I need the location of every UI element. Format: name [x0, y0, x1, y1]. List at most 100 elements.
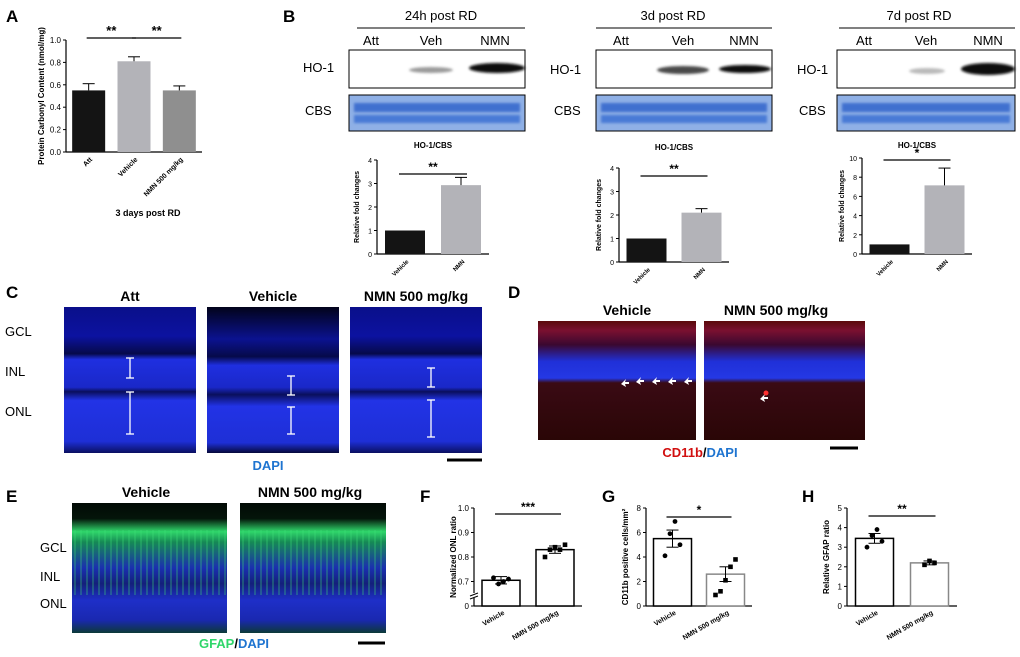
blot-title-7d: 7d post RD — [886, 8, 951, 23]
x-tick-label: NMN 500 mg/kg — [682, 610, 731, 642]
y-tick-label: 6 — [637, 529, 642, 538]
significance-label: * — [915, 146, 920, 160]
data-point — [501, 579, 506, 584]
x-tick-label: Vehicle — [117, 156, 139, 178]
y-tick-label: 0.4 — [50, 103, 62, 112]
data-point — [562, 542, 568, 548]
y-tick-label: 0 — [465, 602, 470, 611]
data-point — [542, 554, 548, 560]
y-tick-label: 2 — [368, 205, 372, 212]
chart-title: HO-1/CBS — [655, 143, 694, 152]
y-tick-label: 0.7 — [458, 578, 470, 587]
blot-row-label: HO-1 — [303, 60, 334, 75]
y-tick-label: 4 — [368, 158, 372, 165]
chart-h: 0 1 2 3 4 5 Relative GFAP ratio Vehicle NMN 500 … — [822, 502, 957, 642]
bar — [117, 61, 151, 152]
data-point — [718, 589, 723, 594]
data-point — [874, 527, 880, 532]
y-tick-label: 1 — [368, 229, 372, 236]
blot-row-label: CBS — [305, 103, 332, 118]
gfap-fibers — [72, 530, 227, 595]
data-point — [922, 562, 927, 568]
arrow-markers — [621, 377, 768, 402]
y-tick-label: 2 — [838, 563, 843, 572]
y-tick-label: 8 — [853, 175, 857, 182]
bar — [909, 562, 950, 607]
bar — [869, 244, 910, 254]
lane-label: Veh — [420, 33, 442, 48]
cd11b-image-nmn — [704, 321, 865, 440]
chart-title: HO-1/CBS — [898, 141, 937, 150]
panel-d-column-vehicle: Vehicle — [603, 302, 651, 318]
y-axis-label: CD11b positive cells/mm² — [621, 508, 630, 605]
bar — [681, 212, 722, 262]
chart-b-24h: HO-1/CBS 0 1 2 3 4 Relative fold changes Vehicl… — [354, 141, 489, 278]
band — [409, 67, 453, 73]
panel-c-column-att: Att — [120, 288, 140, 304]
retina-image-nmn — [350, 307, 482, 453]
blot-row-label: HO-1 — [550, 62, 581, 77]
stain-label-cd11b-dapi: CD11b/DAPI — [662, 445, 737, 460]
y-tick-label: 0.2 — [50, 126, 62, 135]
chart-title: HO-1/CBS — [414, 141, 453, 150]
cbs-band — [842, 115, 1010, 123]
y-tick-label: 0.9 — [458, 529, 470, 538]
y-tick-label: 4 — [610, 166, 614, 173]
y-tick-label: 10 — [849, 156, 857, 163]
blot-group-3d: 3d post RD Att Veh NMN HO-1 CBS — [550, 8, 773, 132]
chart-g: 0 2 4 6 8 CD11b positive cells/mm² Vehicle NMN … — [621, 503, 752, 642]
lane-label: Att — [856, 33, 872, 48]
y-tick-label: 2 — [637, 578, 642, 587]
y-tick-label: 0.8 — [50, 58, 62, 67]
y-tick-label: 8 — [637, 504, 642, 513]
panel-letter-f: F — [420, 487, 430, 506]
stain-part-gfap: GFAP — [199, 636, 235, 651]
panel-d: Vehicle NMN 500 mg/kg CD11b/DAPI — [538, 302, 865, 460]
chart-a-caption: 3 days post RD — [115, 208, 181, 218]
stain-label-dapi: DAPI — [252, 458, 283, 473]
chart-a: 0.0 0.2 0.4 0.6 0.8 1.0 Protein Carbonyl Conte… — [37, 23, 202, 198]
significance-label: *** — [521, 500, 535, 514]
y-tick-label: 6 — [853, 194, 857, 201]
cbs-band — [842, 103, 1010, 112]
y-axis-label: Relative fold changes — [839, 170, 846, 242]
y-tick-label: 4 — [838, 524, 843, 533]
y-tick-label: 3 — [368, 182, 372, 189]
lane-label: Att — [613, 33, 629, 48]
bar — [535, 548, 575, 607]
x-tick-label: NMN 500 mg/kg — [143, 156, 185, 198]
y-tick-label: 1.0 — [50, 36, 62, 45]
cbs-band — [354, 103, 520, 112]
stain-part-dapi: DAPI — [707, 445, 738, 460]
band — [469, 63, 525, 73]
thickness-markers — [126, 357, 435, 438]
y-tick-label: 1 — [610, 237, 614, 244]
blot-title-24h: 24h post RD — [405, 8, 477, 23]
cd11b-cell — [763, 390, 769, 396]
data-point — [677, 542, 683, 548]
panel-c-column-nmn: NMN 500 mg/kg — [364, 288, 468, 304]
y-tick-label: 3 — [610, 190, 614, 197]
data-point — [932, 560, 937, 566]
blot-row-label: CBS — [799, 103, 826, 118]
layer-label-onl: ONL — [40, 596, 67, 611]
significance-label: ** — [428, 160, 438, 174]
panel-d-column-nmn: NMN 500 mg/kg — [724, 302, 828, 318]
panel-letter-g: G — [602, 487, 615, 506]
x-tick-label: NMN — [453, 259, 467, 273]
lane-label: Att — [363, 33, 379, 48]
stain-label-gfap-dapi: GFAP/DAPI — [199, 636, 269, 651]
y-tick-label: 0 — [853, 252, 857, 259]
y-tick-label: 0 — [610, 260, 614, 267]
panel-letter-a: A — [6, 7, 18, 26]
x-tick-label: Vehicle — [392, 259, 411, 278]
y-axis-label: Relative fold changes — [354, 171, 361, 243]
panel-e-column-vehicle: Vehicle — [122, 484, 170, 500]
panel-c-column-vehicle: Vehicle — [249, 288, 297, 304]
panel-letter-h: H — [802, 487, 814, 506]
axis-break-gap — [470, 593, 478, 598]
lane-label: NMN — [729, 33, 759, 48]
y-tick-label: 0 — [368, 252, 372, 259]
